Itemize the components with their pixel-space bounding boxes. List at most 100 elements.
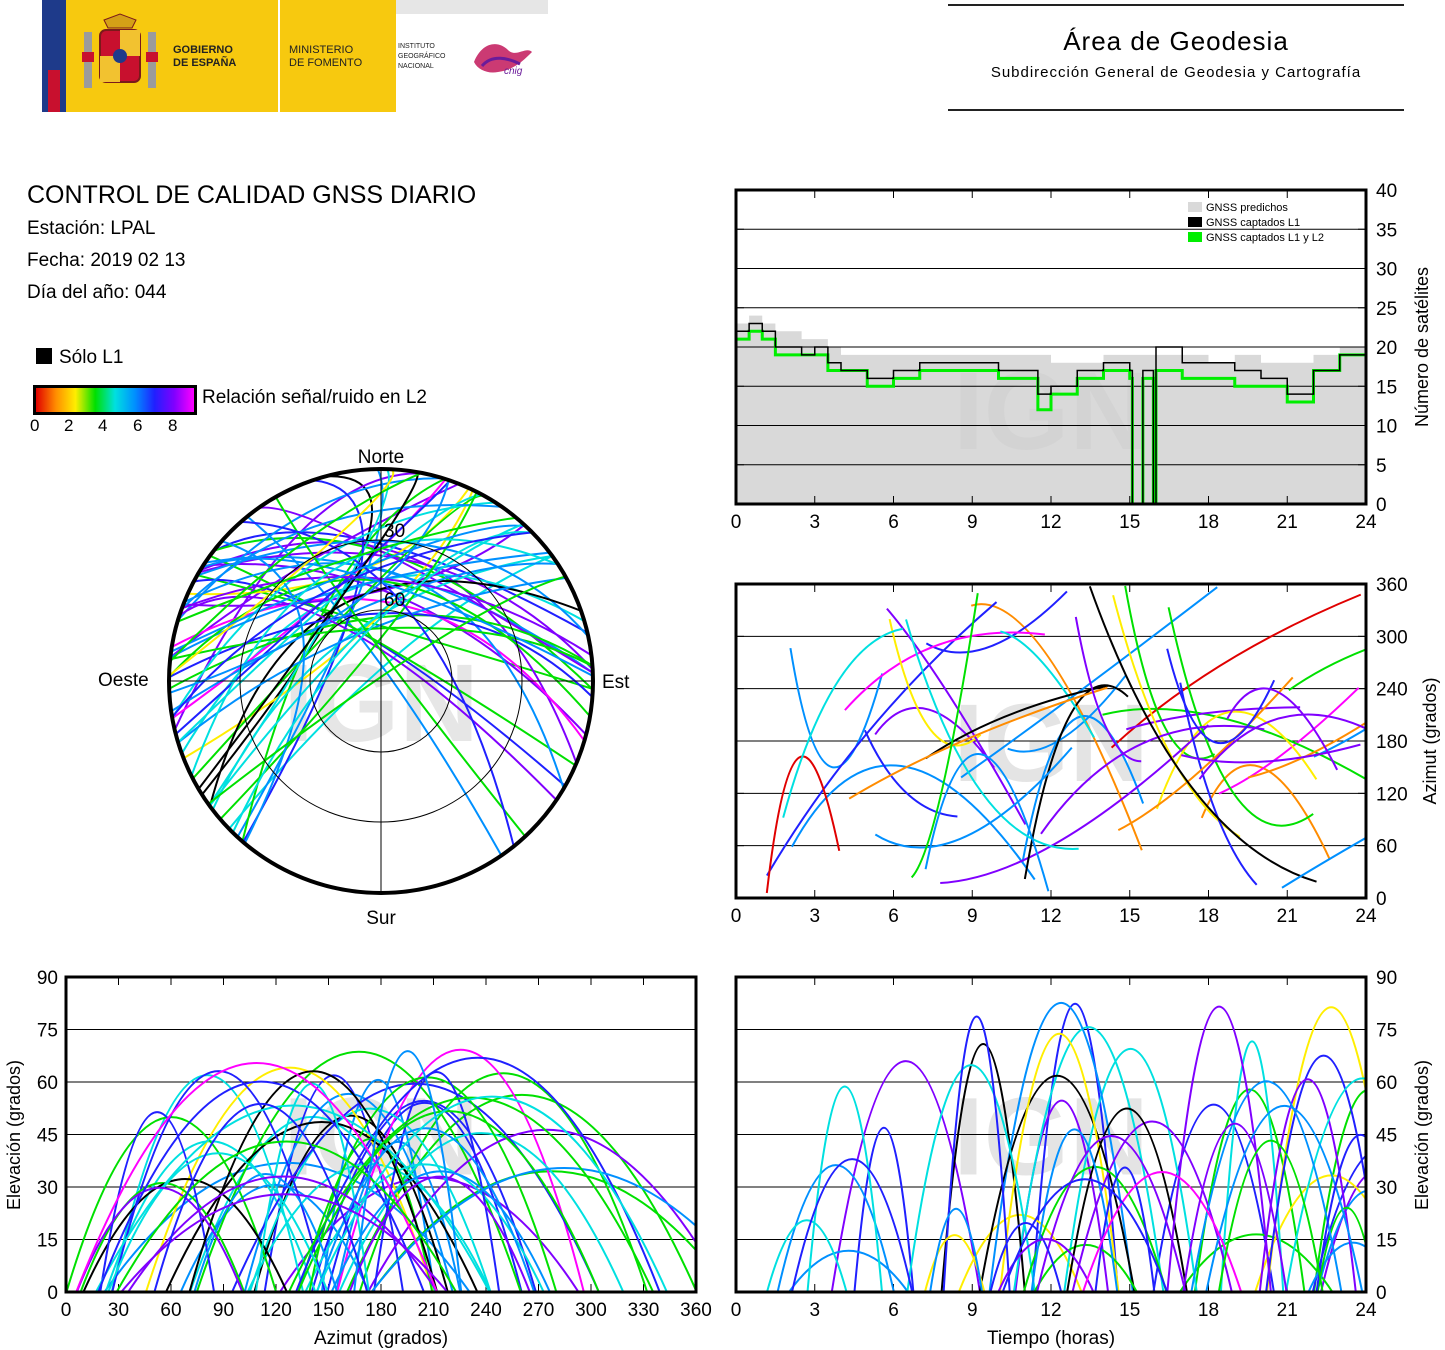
y-tick-label: 75 <box>1376 1021 1397 1042</box>
satellites-chart: IGN 0 5 10 15 20 25 30 35 40 0 3 6 9 12 15 18 21 24 GNSS p… <box>731 181 1432 533</box>
west-label-text: Oeste <box>98 670 149 691</box>
satellite-track <box>180 503 502 611</box>
satellite-track <box>791 764 1036 881</box>
satellite-track <box>1218 687 1360 795</box>
satellite-track <box>1040 724 1265 835</box>
satellite-track <box>1288 648 1366 692</box>
station-label: Estación: LPAL <box>27 218 156 239</box>
satellite-track <box>177 516 517 623</box>
satellite-track <box>1000 630 1095 738</box>
legend-swatch-l1l2 <box>1188 232 1202 242</box>
x-axis-label: Azimut (grados) <box>314 1328 448 1349</box>
satellite-track <box>1155 710 1318 810</box>
satellite-track <box>1219 1040 1285 1292</box>
satellite-track <box>1247 721 1366 779</box>
satellite-track <box>989 1222 1063 1292</box>
satellite-track <box>1320 1174 1366 1292</box>
x-tick-label: 300 <box>575 1300 607 1321</box>
satellite-track <box>335 1140 462 1292</box>
satellite-track <box>874 707 995 769</box>
satellite-track <box>1281 836 1366 889</box>
legend: GNSS predichos GNSS captados L1 GNSS cap… <box>1188 202 1324 244</box>
x-tick-label: 24 <box>1355 906 1377 927</box>
satellite-track <box>905 619 1079 850</box>
satellite-track <box>348 1175 531 1292</box>
satellite-track <box>1036 1134 1187 1292</box>
ministry-line2: DE FOMENTO <box>289 57 363 69</box>
satellite-track <box>1198 713 1366 780</box>
satellite-track <box>874 746 1073 849</box>
y-tick-label: 75 <box>37 1021 58 1042</box>
satellite-track <box>107 1152 329 1292</box>
x-tick-label: 18 <box>1198 1300 1219 1321</box>
legend-predicted: GNSS predichos <box>1206 202 1288 214</box>
satellite-track <box>169 469 395 677</box>
satellite-track <box>929 1207 984 1292</box>
satellite-track <box>287 1096 655 1292</box>
satellite-track <box>170 524 527 653</box>
legend-swatch-l1 <box>1188 217 1202 227</box>
y-tick-label: 20 <box>1376 338 1397 359</box>
x-tick-label: 21 <box>1277 512 1298 533</box>
satellite-track <box>1200 764 1331 860</box>
doy-label: Día del año: 044 <box>27 282 167 303</box>
series-l1 <box>736 322 1367 505</box>
plot-frame <box>734 975 1368 1294</box>
satellite-track <box>188 1070 439 1292</box>
satellite-track <box>1258 1078 1357 1292</box>
legend-swatch-predicted <box>1188 202 1202 212</box>
satellite-track <box>79 1181 246 1292</box>
x-tick-label: 6 <box>888 906 899 927</box>
legend-l1: GNSS captados L1 <box>1206 217 1300 229</box>
satellite-track <box>942 1015 1011 1292</box>
y-tick-label: 15 <box>37 1231 58 1252</box>
tracks <box>765 585 1366 894</box>
satellite-track <box>315 1095 668 1292</box>
satellite-track <box>165 1121 479 1292</box>
y-tick-label: 60 <box>37 1073 58 1094</box>
y-tick-label: 40 <box>1376 181 1397 202</box>
satellite-track <box>1167 607 1314 827</box>
satellite-track <box>1021 715 1145 863</box>
satellite-track <box>316 1127 536 1292</box>
x-tick-label: 330 <box>628 1300 660 1321</box>
satellite-track <box>153 1103 369 1292</box>
satellite-track <box>353 1050 463 1292</box>
coat-of-arms-icon <box>82 13 158 88</box>
satellite-track <box>940 1043 1026 1292</box>
x-tick-label: 150 <box>313 1300 345 1321</box>
ministry-line1: MINISTERIO <box>289 44 354 56</box>
y-tick-label: 0 <box>47 1283 58 1304</box>
satellite-track <box>997 1238 1095 1292</box>
y-tick-label: 10 <box>1376 417 1397 438</box>
x-tick-label: 18 <box>1198 906 1219 927</box>
satellite-track <box>1001 1178 1169 1292</box>
x-tick-label: 0 <box>61 1300 72 1321</box>
plot-frame <box>64 975 698 1294</box>
y-tick-label: 300 <box>1376 627 1408 648</box>
satellite-track <box>111 1070 326 1292</box>
satellite-track <box>75 1187 244 1292</box>
satellite-track <box>1181 743 1361 764</box>
colorbar-tick: 8 <box>168 416 178 435</box>
satellite-track <box>1033 1243 1138 1292</box>
y-axis-label: Elevación (grados) <box>1412 1060 1432 1210</box>
satellite-track <box>75 1062 438 1292</box>
satellite-track <box>925 590 1068 654</box>
y-tick-label: 90 <box>1376 968 1397 989</box>
x-tick-label: 9 <box>967 906 978 927</box>
y-tick-label: 240 <box>1376 680 1408 701</box>
satellite-track <box>1315 1133 1366 1292</box>
satellite-track <box>170 562 558 713</box>
l1-only-swatch <box>36 348 52 364</box>
satellite-track <box>209 554 577 767</box>
y-tick-label: 360 <box>1376 575 1408 596</box>
x-tick-label: 18 <box>1198 512 1219 533</box>
satellite-track <box>173 472 424 731</box>
satellite-track <box>1071 1120 1233 1292</box>
cnig-text: cnig <box>504 66 523 77</box>
y-tick-label: 15 <box>1376 1231 1397 1252</box>
satellite-track <box>1063 1048 1198 1292</box>
